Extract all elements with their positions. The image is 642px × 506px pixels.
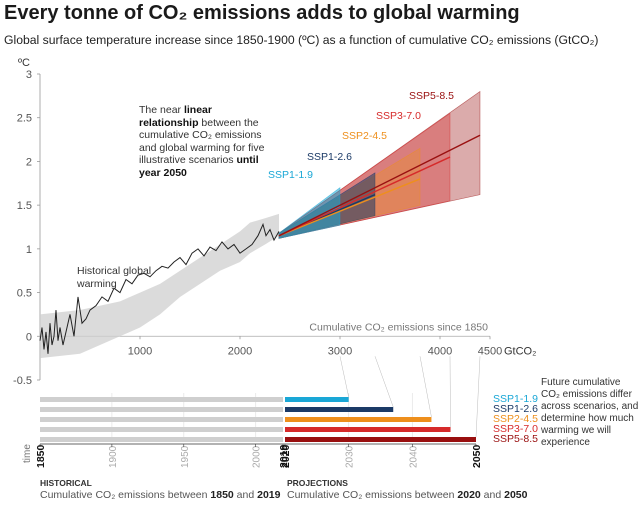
timeline-tick-label: 1900	[108, 445, 119, 468]
series-label-ssp1-2.6: SSP1-2.6	[307, 151, 352, 163]
connector-line	[475, 356, 481, 438]
timeline-label-ssp2-4.5: SSP2-4.5	[493, 413, 538, 425]
central-line-ssp2-4.5	[278, 178, 421, 237]
historical-warming-label: Historical global warming	[77, 265, 152, 290]
projections-heading: PROJECTIONS	[287, 478, 348, 488]
connector-line	[419, 356, 432, 418]
timeline-label-ssp3-7.0: SSP3-7.0	[493, 423, 538, 435]
projection-bar-ssp1-1.9	[285, 397, 349, 402]
projection-bar-ssp3-7.0	[285, 427, 451, 432]
y-tick-label: 1.5	[17, 200, 32, 212]
historical-bar	[40, 417, 283, 422]
main-plot: -0.5 0 0.5 1 1.5 2 2.5 3ºC 1000 2000 3000 4000 4500 G…	[13, 57, 536, 387]
x-axis-title: Cumulative CO₂ emissions since 1850	[309, 321, 488, 333]
x-tick-label: 3000	[328, 345, 352, 357]
timeline-tick-label: 2040	[408, 445, 419, 468]
connector-line	[374, 356, 394, 408]
series-label-ssp3-7.0: SSP3-7.0	[376, 110, 421, 122]
historical-bar	[40, 397, 283, 402]
y-tick-label: 1	[26, 244, 32, 256]
timeline-tick-label: 2019	[278, 444, 290, 468]
y-tick-label: 2.5	[17, 113, 32, 125]
connector-line	[449, 356, 451, 428]
projection-bar-ssp2-4.5	[285, 417, 432, 422]
historical-warming-line	[39, 222, 280, 354]
timeline-tick-label: 1950	[180, 445, 191, 468]
historical-bar	[40, 427, 283, 432]
timeline-label-ssp5-8.5: SSP5-8.5	[493, 433, 538, 445]
timeline-tick-label: 2000	[252, 445, 263, 468]
historical-bar	[40, 437, 283, 442]
connector-line	[339, 356, 349, 398]
timeline-tick-label: 2030	[345, 445, 356, 468]
historical-heading: HISTORICAL	[40, 478, 92, 488]
y-tick-label: 0	[26, 331, 32, 343]
x-unit-label: GtCO₂	[504, 345, 536, 357]
cone-ssp1-1.9	[278, 187, 341, 239]
y-tick-label: 0.5	[17, 288, 32, 300]
series-label-ssp1-1.9: SSP1-1.9	[268, 169, 313, 181]
timeline-label-ssp1-1.9: SSP1-1.9	[493, 393, 538, 405]
projections-description: Cumulative CO₂ emissions between 2020 an…	[287, 489, 528, 501]
historical-bar	[40, 407, 283, 412]
timeline-tick-label: 2020	[280, 444, 292, 468]
future-emissions-note: Future cumulative CO₂ emissions differ a…	[541, 377, 639, 448]
y-tick-label: 2	[26, 156, 32, 168]
timeline-tick-label: 1850	[35, 444, 47, 468]
y-tick-label: -0.5	[13, 375, 32, 387]
timeline-label-ssp1-2.6: SSP1-2.6	[493, 403, 538, 415]
historical-uncertainty-band	[40, 213, 279, 359]
y-tick-label: 3	[26, 69, 32, 81]
series-label-ssp2-4.5: SSP2-4.5	[342, 130, 387, 142]
series-label-ssp5-8.5: SSP5-8.5	[409, 90, 454, 102]
x-tick-label: 2000	[228, 345, 252, 357]
linear-relationship-note: The near linear relationship between the…	[139, 104, 265, 179]
y-axis-title: ºC	[18, 57, 30, 69]
x-tick-label: 4000	[428, 345, 452, 357]
timeline-plot: SSP1-1.9SSP1-2.6SSP2-4.5SSP3-7.0SSP5-8.5…	[22, 356, 538, 468]
chart-subtitle: Global surface temperature increase sinc…	[4, 33, 599, 47]
historical-description: Cumulative CO₂ emissions between 1850 an…	[40, 489, 281, 501]
central-line-ssp3-7.0	[278, 156, 451, 237]
timeline-axis-title: time	[22, 444, 33, 463]
projection-bar-ssp1-2.6	[285, 407, 394, 412]
chart-title: Every tonne of CO₂ emissions adds to glo…	[4, 2, 520, 24]
timeline-tick-label: 2050	[471, 444, 483, 468]
x-tick-label: 1000	[128, 345, 152, 357]
projection-bar-ssp5-8.5	[285, 437, 476, 442]
x-tick-label: 4500	[478, 345, 502, 357]
central-line-ssp5-8.5	[278, 134, 481, 237]
